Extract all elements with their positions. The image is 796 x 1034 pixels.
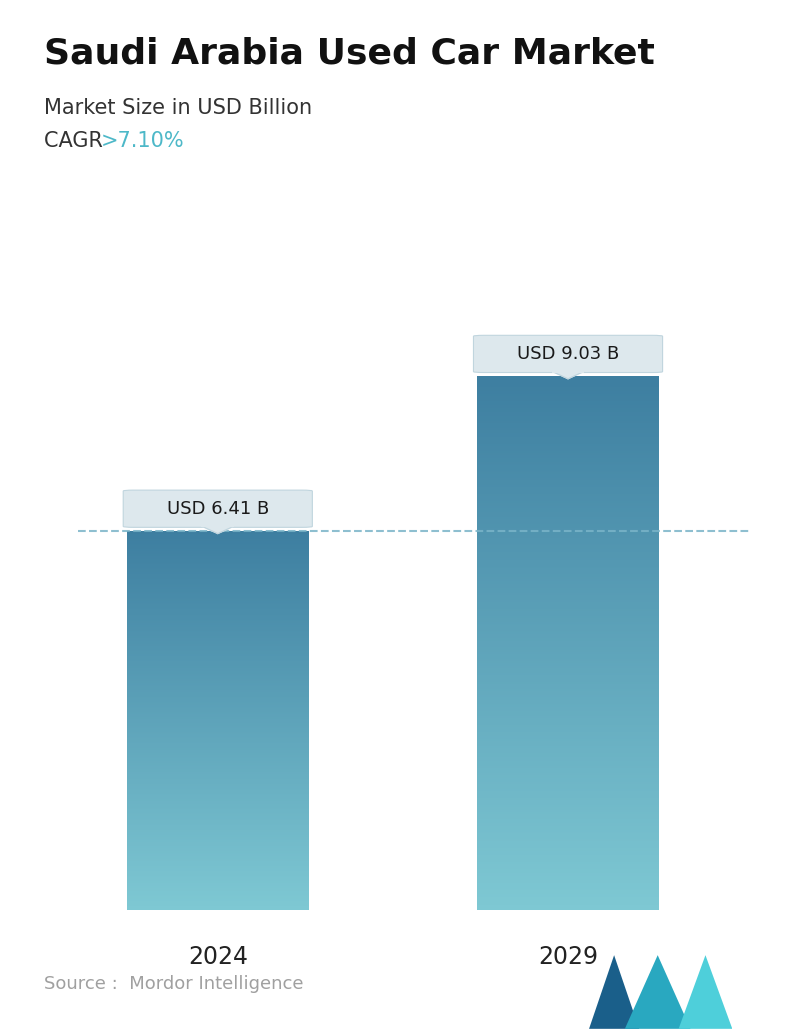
Polygon shape [589,955,639,1029]
Polygon shape [678,955,732,1029]
Text: USD 6.41 B: USD 6.41 B [166,499,269,518]
Polygon shape [202,526,233,534]
FancyBboxPatch shape [474,335,662,372]
Text: USD 9.03 B: USD 9.03 B [517,345,619,363]
Text: CAGR: CAGR [44,131,109,151]
Polygon shape [552,371,583,378]
Text: Market Size in USD Billion: Market Size in USD Billion [44,98,312,118]
Text: 2029: 2029 [538,945,598,969]
FancyBboxPatch shape [123,490,312,527]
Text: Source :  Mordor Intelligence: Source : Mordor Intelligence [44,975,303,993]
Polygon shape [625,955,690,1029]
Text: >7.10%: >7.10% [101,131,185,151]
Text: 2024: 2024 [188,945,248,969]
Text: Saudi Arabia Used Car Market: Saudi Arabia Used Car Market [44,36,654,70]
